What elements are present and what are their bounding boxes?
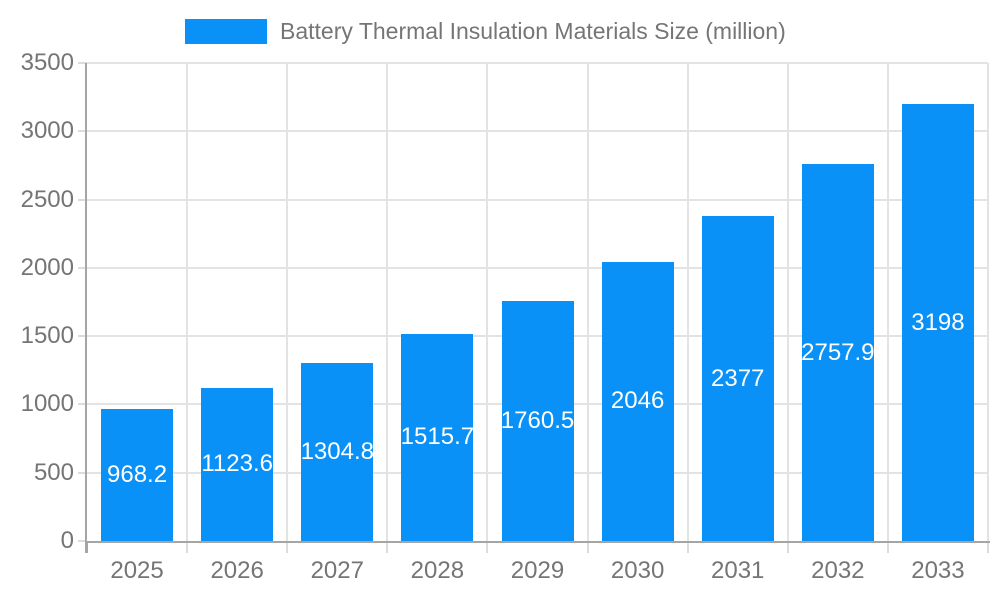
v-gridline xyxy=(786,63,789,541)
x-tick-label: 2033 xyxy=(911,557,965,584)
x-axis-line xyxy=(85,541,990,543)
v-gridline xyxy=(286,63,289,541)
bar-2032[interactable]: 2757.9 xyxy=(801,164,875,541)
v-gridline xyxy=(686,63,689,541)
v-gridline xyxy=(486,63,489,541)
y-axis-tick xyxy=(78,198,87,201)
y-tick-label: 2000 xyxy=(20,253,74,281)
x-tick-label: 2032 xyxy=(811,557,865,584)
h-gridline xyxy=(87,198,988,201)
y-tick-label: 1500 xyxy=(20,322,74,350)
y-axis-tick xyxy=(78,403,87,406)
y-tick-label: 500 xyxy=(33,458,74,486)
x-axis-tick xyxy=(686,541,689,553)
y-tick-label: 2500 xyxy=(20,185,74,213)
x-tick-label: 2029 xyxy=(510,557,565,584)
y-axis-tick xyxy=(78,62,87,64)
x-axis-tick xyxy=(386,541,389,553)
bar-2026[interactable]: 1123.6 xyxy=(201,387,274,541)
v-gridline xyxy=(586,63,589,541)
x-axis-tick xyxy=(786,541,789,553)
x-axis-tick xyxy=(86,541,88,553)
bar-value-label: 2377 xyxy=(711,364,765,392)
legend-swatch-icon xyxy=(185,19,267,44)
bar-value-label: 1304.8 xyxy=(300,437,374,465)
x-axis-tick xyxy=(886,541,889,553)
x-axis-tick xyxy=(486,541,489,553)
bar-value-label: 1760.5 xyxy=(500,406,575,434)
x-axis-tick xyxy=(987,541,989,553)
x-tick-label: 2026 xyxy=(210,557,264,584)
y-axis-tick xyxy=(78,266,87,269)
h-gridline xyxy=(87,62,988,64)
bar-value-label: 3198 xyxy=(911,308,965,336)
y-axis-tick xyxy=(78,335,87,338)
legend-label: Battery Thermal Insulation Materials Siz… xyxy=(280,18,786,44)
y-tick-label: 1000 xyxy=(20,390,74,418)
y-tick-label: 3500 xyxy=(20,49,74,76)
bar-value-label: 1123.6 xyxy=(201,450,273,478)
v-gridline xyxy=(886,63,889,541)
y-tick-label: 3000 xyxy=(20,117,74,145)
y-axis-line xyxy=(85,63,87,553)
y-axis-tick xyxy=(78,130,87,133)
bar-2030[interactable]: 2046 xyxy=(601,261,674,541)
x-tick-label: 2025 xyxy=(110,557,164,584)
bar-2031[interactable]: 2377 xyxy=(701,216,774,541)
x-tick-label: 2030 xyxy=(610,557,665,584)
y-tick-label: 0 xyxy=(60,527,74,554)
h-gridline xyxy=(87,266,988,269)
bar-value-label: 2046 xyxy=(610,387,665,415)
bar-value-label: 1515.7 xyxy=(400,423,475,451)
y-axis-tick xyxy=(78,540,87,542)
x-tick-label: 2027 xyxy=(310,557,364,584)
bar-2033[interactable]: 3198 xyxy=(901,104,974,541)
x-axis-tick xyxy=(186,541,189,553)
h-gridline xyxy=(87,130,988,133)
bar-value-label: 2757.9 xyxy=(801,338,875,366)
bar-2028[interactable]: 1515.7 xyxy=(400,333,475,541)
v-gridline xyxy=(386,63,389,541)
bar-2025[interactable]: 968.2 xyxy=(101,408,174,541)
x-axis-tick xyxy=(286,541,289,553)
v-gridline xyxy=(186,63,189,541)
x-tick-label: 2031 xyxy=(711,557,765,584)
legend-item[interactable]: Battery Thermal Insulation Materials Siz… xyxy=(185,19,786,44)
y-axis-tick xyxy=(78,471,87,474)
x-tick-label: 2028 xyxy=(410,557,465,584)
bar-2027[interactable]: 1304.8 xyxy=(300,362,374,541)
bar-value-label: 968.2 xyxy=(107,460,168,488)
v-gridline xyxy=(987,63,989,541)
x-axis-tick xyxy=(586,541,589,553)
bar-2029[interactable]: 1760.5 xyxy=(500,300,575,541)
